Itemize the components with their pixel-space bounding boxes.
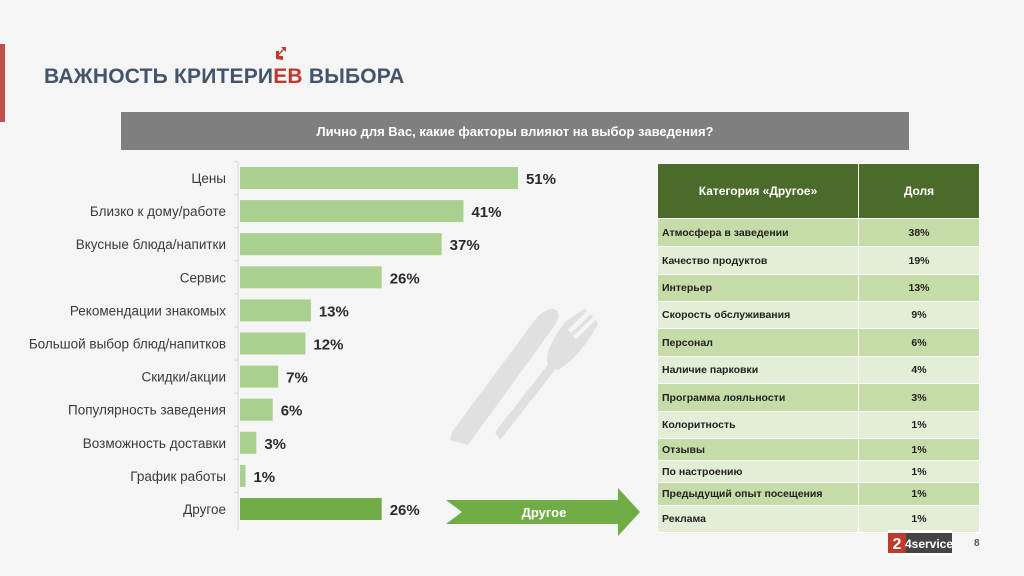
bar: [240, 431, 257, 454]
question-banner: Лично для Вас, какие факторы влияют на в…: [121, 112, 909, 150]
bar: [240, 200, 464, 223]
category-label: Большой выбор блюд/напитков: [29, 337, 226, 352]
bar: [240, 167, 518, 189]
other-category-table-wrap: Категория «Другое» Доля Атмосфера в заве…: [657, 163, 980, 533]
table-row: Предыдущий опыт посещения 1%: [657, 482, 980, 506]
table-cell-category: Отзывы: [657, 438, 859, 461]
bar-value-label: 12%: [313, 337, 343, 354]
table-row: Качество продуктов 19%: [657, 246, 980, 275]
other-arrow: Другое: [446, 488, 640, 536]
table-cell-category: Предыдущий опыт посещения: [657, 482, 859, 506]
table-cell-share: 1%: [858, 505, 980, 533]
table-row: Атмосфера в заведении 38%: [657, 218, 980, 247]
category-label: Близко к дому/работе: [90, 204, 226, 219]
table-cell-share: 13%: [858, 274, 980, 302]
table-row: Наличие парковки 4%: [657, 356, 980, 384]
title-part-3: ВЫБОРА: [302, 65, 405, 88]
svg-text:4service: 4service: [905, 537, 952, 551]
table-cell-share: 1%: [858, 482, 980, 506]
other-category-table: Категория «Другое» Доля Атмосфера в заве…: [657, 163, 980, 533]
category-label: Цены: [191, 171, 226, 186]
table-row: По настроению 1%: [657, 460, 980, 483]
other-arrow-label: Другое: [522, 505, 567, 520]
category-label: Другое: [183, 502, 226, 517]
cutlery-icon: [450, 308, 598, 445]
left-accent-bar: [0, 44, 5, 122]
table-cell-share: 9%: [858, 301, 980, 329]
bar: [240, 233, 442, 256]
table-cell-category: Качество продуктов: [657, 246, 859, 275]
bar-value-label: 26%: [390, 502, 420, 519]
bar-value-label: 1%: [253, 469, 275, 486]
bar-value-label: 13%: [319, 303, 349, 320]
table-header-category: Категория «Другое»: [657, 163, 859, 219]
up-arrow-icon: [276, 47, 287, 60]
table-header-row: Категория «Другое» Доля: [657, 163, 980, 219]
table-cell-share: 19%: [858, 246, 980, 275]
bar-value-label: 7%: [286, 370, 308, 387]
bar: [240, 498, 382, 520]
table-cell-share: 1%: [858, 438, 980, 461]
bar-value-label: 41%: [471, 204, 501, 221]
bar: [240, 365, 279, 388]
category-label: Популярность заведения: [68, 403, 226, 418]
table-cell-category: Скорость обслуживания: [657, 301, 859, 329]
table-cell-category: Колоритность: [657, 411, 859, 439]
svg-text:2: 2: [893, 536, 902, 553]
bar-value-label: 3%: [264, 436, 286, 453]
bar: [240, 464, 246, 487]
table-row: Отзывы 1%: [657, 438, 980, 461]
bar-value-label: 51%: [526, 171, 556, 188]
table-row: Персонал 6%: [657, 328, 980, 357]
title-highlight-text: ЕВ: [273, 65, 303, 88]
bar: [240, 299, 311, 322]
page-number: 8: [974, 538, 980, 549]
table-cell-share: 6%: [858, 328, 980, 357]
table-row: Колоритность 1%: [657, 411, 980, 439]
table-cell-category: Реклама: [657, 505, 859, 533]
bar: [240, 266, 382, 289]
table-header-share: Доля: [858, 163, 980, 219]
table-cell-category: Программа лояльности: [657, 383, 859, 412]
table-body: Атмосфера в заведении 38% Качество продукт…: [657, 218, 980, 533]
question-text: Лично для Вас, какие факторы влияют на в…: [316, 123, 714, 139]
category-label: Возможность доставки: [83, 436, 226, 451]
table-cell-category: Наличие парковки: [657, 356, 859, 384]
title-highlight: ЕВ: [273, 47, 303, 88]
table-cell-share: 3%: [858, 383, 980, 412]
table-cell-category: Атмосфера в заведении: [657, 218, 859, 247]
slide-title: ВАЖНОСТЬ КРИТЕРИ ЕВ ВЫБОРА: [44, 47, 405, 89]
bar: [240, 332, 306, 355]
table-cell-category: Интерьер: [657, 274, 859, 302]
table-cell-share: 1%: [858, 411, 980, 439]
category-label: Рекомендации знакомых: [70, 303, 226, 318]
table-row: Программа лояльности 3%: [657, 383, 980, 412]
table-cell-category: По настроению: [657, 460, 859, 483]
4service-logo: 2 4service: [888, 530, 952, 556]
bar-value-label: 6%: [281, 403, 303, 420]
table-row: Интерьер 13%: [657, 274, 980, 302]
category-label: Сервис: [180, 270, 226, 285]
bar: [240, 398, 273, 421]
table-row: Реклама 1%: [657, 505, 980, 533]
category-label: Скидки/акции: [141, 370, 226, 385]
table-cell-share: 38%: [858, 218, 980, 247]
table-cell-category: Персонал: [657, 328, 859, 357]
category-label: Вкусные блюда/напитки: [76, 237, 226, 252]
bar-chart: Цены 51% Близко к дому/работе 41% Вкусные бл…: [29, 160, 556, 530]
table-cell-share: 4%: [858, 356, 980, 384]
table-cell-share: 1%: [858, 460, 980, 483]
bar-value-label: 26%: [390, 270, 420, 287]
bar-value-label: 37%: [450, 237, 480, 254]
table-row: Скорость обслуживания 9%: [657, 301, 980, 329]
title-part-1: ВАЖНОСТЬ КРИТЕРИ: [44, 65, 274, 88]
category-label: График работы: [130, 469, 226, 484]
